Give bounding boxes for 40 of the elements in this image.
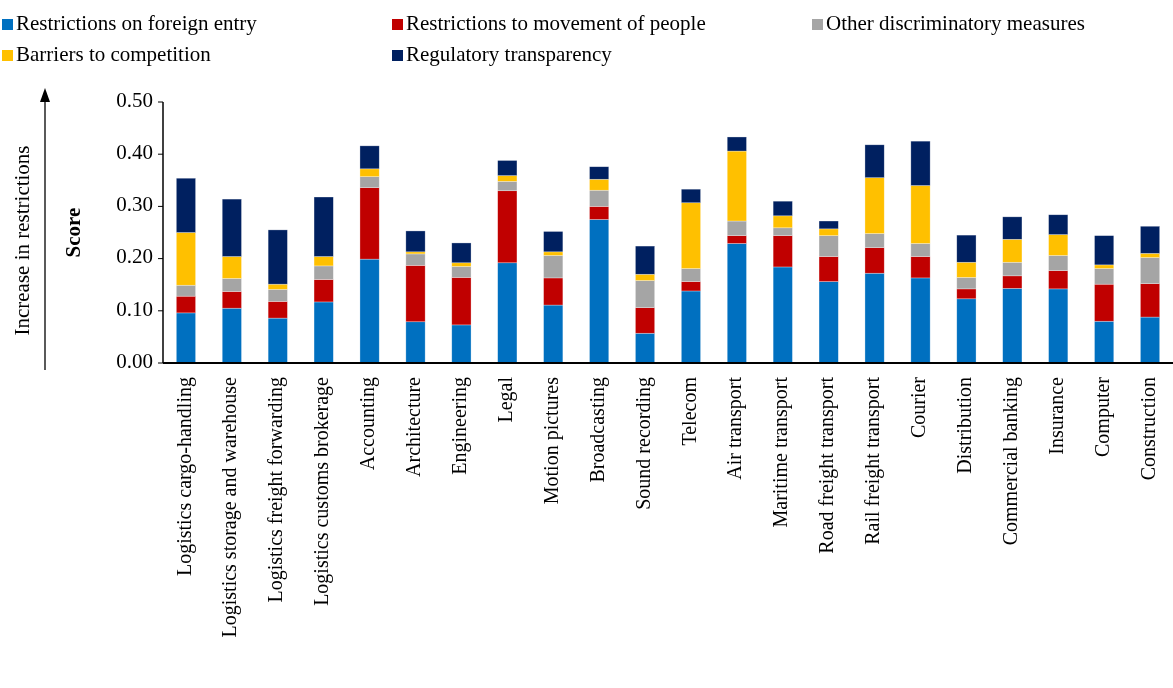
- x-tick-label: Engineering: [448, 377, 471, 475]
- legend-label: Other discriminatory measures: [826, 10, 1085, 35]
- bar: [1094, 235, 1115, 266]
- x-tick-label: Legal: [493, 376, 517, 423]
- bar: [543, 231, 564, 253]
- x-tick-label: Air transport: [723, 376, 747, 480]
- x-tick-label: Logistics cargo-handling: [172, 377, 196, 577]
- bar: [451, 242, 472, 264]
- x-tick-label: Broadcasting: [585, 377, 609, 483]
- x-tick-label: Commercial banking: [998, 377, 1022, 546]
- x-tick-label: Distribution: [953, 377, 975, 474]
- x-tick-label: Logistics customs brokerage: [310, 376, 334, 606]
- text: Increase in restrictions: [9, 145, 34, 336]
- x-tick-label: Logistics storage and warehouse: [218, 376, 242, 638]
- x-tick-label: Computer: [1090, 376, 1114, 457]
- x-tick-label: Insurance: [1044, 376, 1067, 455]
- legend-label: Regulatory transparency: [406, 41, 613, 66]
- x-tick-label: Architecture: [402, 376, 425, 477]
- x-tick-label: Motion pictures: [539, 376, 563, 505]
- y-tick-label: 0.00: [116, 348, 153, 373]
- y-tick-label: 0.50: [116, 87, 153, 112]
- x-tick-label: Sound recording: [631, 377, 655, 510]
- legend-label: Restrictions on foreign entry: [16, 10, 258, 35]
- y-tick-label: 0.10: [116, 296, 153, 321]
- x-tick-label: Rail freight transport: [861, 376, 885, 545]
- x-tick-label: Construction: [1136, 377, 1159, 481]
- x-tick-label: Road freight transport: [815, 376, 839, 554]
- x-tick-label: Maritime transport: [769, 376, 793, 528]
- y-tick-label: 0.30: [116, 192, 153, 217]
- x-tick-label: Logistics freight forwarding: [264, 377, 288, 603]
- y-axis-title: Score: [60, 207, 85, 258]
- x-tick-label: Courier: [907, 376, 930, 439]
- y-tick-label: 0.40: [116, 140, 153, 165]
- bar: [1140, 225, 1160, 254]
- x-tick-label: Accounting: [356, 377, 380, 471]
- legend-label: Restrictions to movement of people: [406, 10, 706, 35]
- y-tick-label: 0.20: [116, 244, 153, 269]
- x-tick-label: Telecom: [677, 376, 700, 446]
- bar: [405, 230, 426, 253]
- legend-label: Barriers to competition: [16, 41, 212, 66]
